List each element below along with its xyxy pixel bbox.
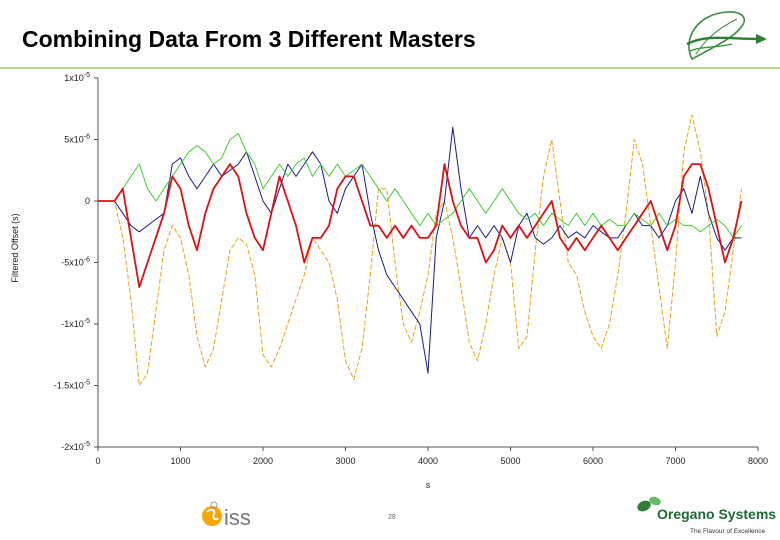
x-tick-label: 0 [95, 456, 100, 466]
y-tick-label: -5x10-6 [61, 257, 90, 268]
y-tick-label: 1x10-5 [64, 72, 90, 83]
y-tick-label: -1x10-5 [61, 318, 90, 329]
page-number: 28 [388, 514, 396, 521]
x-axis-title: s [426, 480, 431, 490]
y-tick-label: 0 [85, 196, 90, 206]
oregano-brand-name: Oregano Systems [657, 506, 777, 522]
x-tick-label: 6000 [583, 456, 603, 466]
x-tick-label: 1000 [170, 456, 190, 466]
green-leaf-arrow-icon [686, 11, 767, 61]
series-line-2 [98, 126, 742, 374]
x-tick-label: 4000 [418, 456, 438, 466]
chart-axes: 0 1000 2000 3000 4000 5000 6000 7000 8000 1x10-5 5… [54, 72, 768, 466]
x-tick-label: 2000 [253, 456, 273, 466]
x-tick-label: 8000 [748, 456, 768, 466]
iss-logo-text: iss [224, 505, 251, 530]
iss-logo-icon: iss [202, 501, 251, 530]
title-divider [0, 67, 780, 69]
offset-line-chart: 0 1000 2000 3000 4000 5000 6000 7000 8000 1x10-5 5… [10, 72, 768, 490]
y-tick-label: -1.5x10-5 [54, 380, 90, 391]
oregano-leaf-icon [637, 496, 661, 512]
x-tick-label: 7000 [665, 456, 685, 466]
chart-series [98, 114, 743, 386]
oregano-tagline: The Flavour of Excellence [690, 528, 766, 535]
y-tick-label: 5x10-6 [64, 134, 90, 145]
x-tick-label: 3000 [335, 456, 355, 466]
slide-title: Combining Data From 3 Different Masters [22, 26, 476, 52]
series-line-3 [98, 132, 742, 239]
series-line-4 [98, 163, 743, 288]
y-tick-label: -2x10-5 [61, 441, 90, 452]
x-tick-label: 5000 [500, 456, 520, 466]
y-axis-title: Filtered Offset (s) [10, 213, 20, 282]
series-line-1 [98, 114, 742, 386]
